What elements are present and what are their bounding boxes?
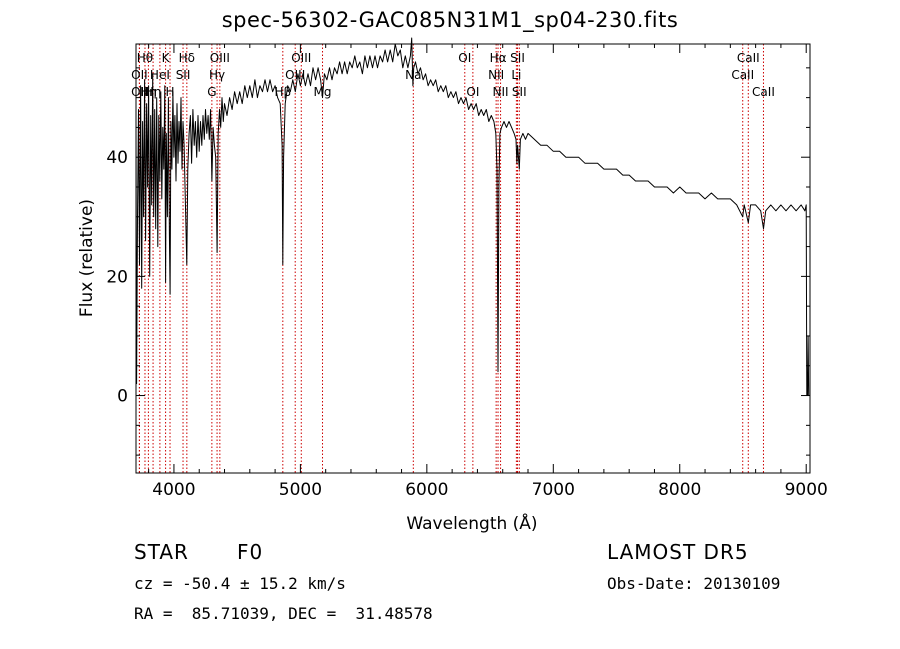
coordinates: RA = 85.71039, DEC = 31.48578 xyxy=(134,604,433,623)
line-label: SII xyxy=(176,68,191,82)
line-label: G xyxy=(207,85,216,99)
y-tick-label: 40 xyxy=(106,148,128,168)
obs-date: Obs-Date: 20130109 xyxy=(607,574,781,593)
chart-title: spec-56302-GAC085N31M1_sp04-230.fits xyxy=(221,8,679,32)
line-label: H xyxy=(166,85,175,99)
y-tick-label: 20 xyxy=(106,267,128,287)
line-label: NII xyxy=(493,85,509,99)
line-label: CaII xyxy=(737,51,760,65)
class-label: STAR xyxy=(134,540,189,564)
subclass-label: F0 xyxy=(237,540,264,564)
line-label: OI xyxy=(458,51,471,65)
line-label: Li xyxy=(511,68,521,82)
line-label: K xyxy=(162,51,171,65)
y-tick-label: 0 xyxy=(117,387,128,407)
line-label: CaII xyxy=(731,68,754,82)
line-label: OII xyxy=(131,85,148,99)
survey-label: LAMOST DR5 xyxy=(607,540,749,564)
line-label: OIII xyxy=(285,68,305,82)
cz-value: cz = -50.4 ± 15.2 km/s xyxy=(134,574,346,593)
plot-frame xyxy=(135,43,811,474)
axes: 4000 5000 6000 7000 8000 9000 0 20 40 xyxy=(106,43,828,500)
line-label: Hα xyxy=(490,51,507,65)
line-label: SII xyxy=(510,51,525,65)
line-label: OII xyxy=(131,68,148,82)
line-markers xyxy=(138,44,764,473)
x-tick-label: 9000 xyxy=(785,480,828,500)
line-label: OI xyxy=(466,85,479,99)
x-tick-label: 6000 xyxy=(405,480,448,500)
x-tick-label: 7000 xyxy=(532,480,575,500)
x-tick-label: 5000 xyxy=(279,480,322,500)
line-label: OIII xyxy=(210,51,230,65)
line-labels: OIIOIIHθHηHηHeIKHSIIHδGHγOIIIHβOIIIOIIIM… xyxy=(131,51,775,99)
y-axis-label: Flux (relative) xyxy=(77,199,97,317)
spectrum-series xyxy=(135,37,810,396)
x-axis-label: Wavelength (Å) xyxy=(406,512,537,534)
line-label: HeI xyxy=(150,68,170,82)
line-label: Hγ xyxy=(209,68,225,82)
x-tick-label: 4000 xyxy=(152,480,195,500)
line-label: Hθ xyxy=(137,51,153,65)
x-tick-label: 8000 xyxy=(658,480,701,500)
line-label: OIII xyxy=(291,51,311,65)
line-label: NII xyxy=(488,68,504,82)
line-label: SII xyxy=(512,85,527,99)
line-label: Hδ xyxy=(179,51,195,65)
line-label: CaII xyxy=(752,85,775,99)
